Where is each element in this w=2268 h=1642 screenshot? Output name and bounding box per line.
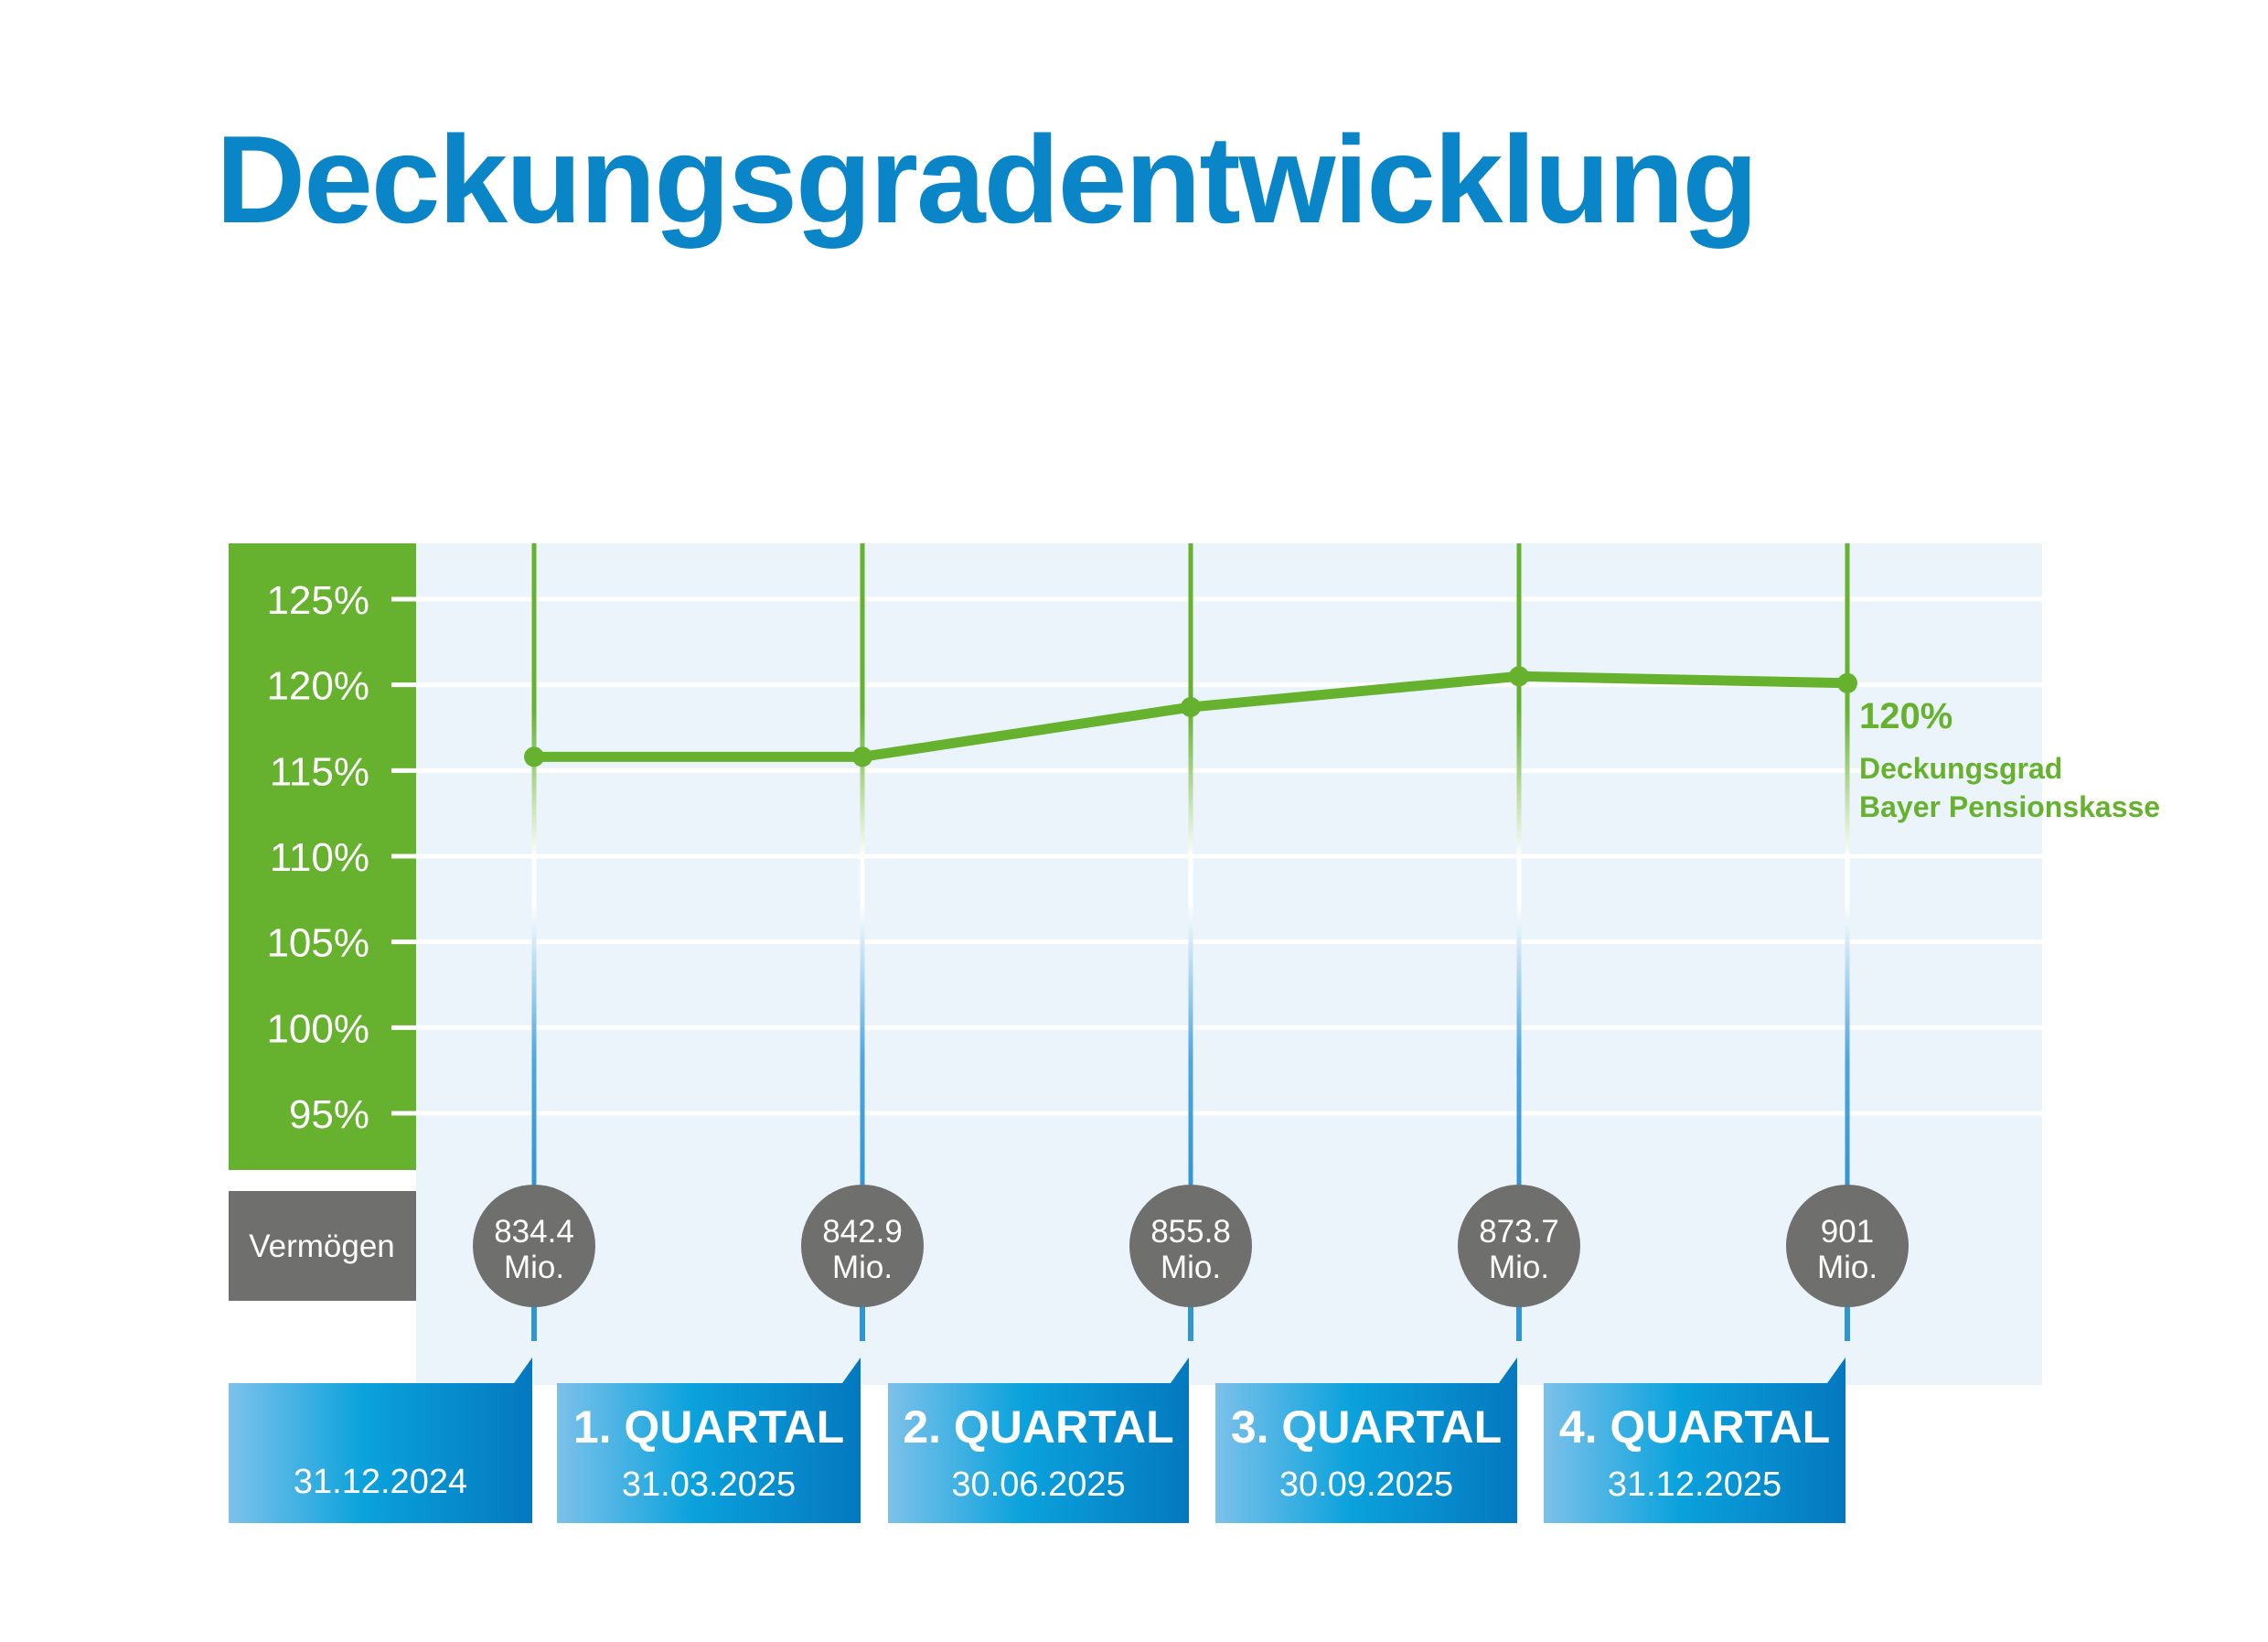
y-tick-label: 115% <box>270 749 369 794</box>
y-tick-label: 110% <box>270 835 369 880</box>
bubble-unit: Mio. <box>1161 1250 1221 1285</box>
period-box-shape <box>1215 1358 1517 1523</box>
bubble-value: 855.8 <box>1150 1214 1231 1250</box>
y-axis-panel <box>229 543 416 1170</box>
period-box-shape <box>1544 1358 1845 1523</box>
chart-title: Deckungsgradentwicklung <box>216 110 1759 249</box>
data-point <box>1837 672 1857 693</box>
bubble-unit: Mio. <box>1817 1250 1878 1285</box>
y-tick-label: 100% <box>266 1006 369 1051</box>
bubble-unit: Mio. <box>504 1250 564 1285</box>
period-vline <box>531 543 537 1187</box>
period-date: 31.12.2024 <box>294 1463 467 1501</box>
period-tick <box>1845 1297 1850 1341</box>
period-date: 30.06.2025 <box>951 1465 1125 1504</box>
y-tick-label: 105% <box>266 921 369 966</box>
bubble-circle <box>473 1185 595 1307</box>
vermoegen-label: Vermögen <box>249 1229 395 1264</box>
period-box-shape <box>888 1358 1189 1523</box>
data-point <box>524 746 544 767</box>
y-tick-label: 125% <box>266 578 369 623</box>
vermoegen-label-box <box>229 1191 416 1301</box>
period-date: 31.12.2025 <box>1608 1465 1781 1504</box>
period-date: 31.03.2025 <box>622 1465 796 1504</box>
bubble-value: 873.7 <box>1479 1214 1559 1250</box>
period-label: 3. QUARTAL <box>1231 1401 1502 1453</box>
bubble-circle <box>1786 1185 1909 1307</box>
period-vline <box>1516 543 1522 1187</box>
bubble-circle <box>801 1185 924 1307</box>
period-tick <box>1188 1297 1193 1341</box>
bubble-value: 834.4 <box>494 1214 574 1250</box>
bubble-unit: Mio. <box>1489 1250 1549 1285</box>
period-vline <box>1845 543 1850 1187</box>
period-vline <box>1188 543 1193 1187</box>
period-label: 4. QUARTAL <box>1559 1401 1830 1453</box>
period-box: 2. QUARTAL 30.06.2025 <box>888 1358 1189 1523</box>
period-tick <box>531 1297 537 1341</box>
period-box: 4. QUARTAL 31.12.2025 <box>1544 1358 1845 1523</box>
period-box-shape <box>557 1358 861 1523</box>
bubble-value: 901 <box>1821 1214 1874 1250</box>
period-box: 1. QUARTAL 31.03.2025 <box>557 1358 861 1523</box>
period-tick <box>860 1297 865 1341</box>
period-label: 2. QUARTAL <box>903 1401 1173 1453</box>
y-tick-label: 120% <box>266 664 369 709</box>
period-box: 3. QUARTAL 30.09.2025 <box>1215 1358 1517 1523</box>
annotation-label-line2: Bayer Pensionskasse <box>1859 790 2160 823</box>
period-vline <box>860 543 865 1187</box>
data-point <box>1181 697 1201 718</box>
data-point <box>1509 666 1529 687</box>
bubble-unit: Mio. <box>832 1250 893 1285</box>
period-box-shape <box>229 1358 532 1523</box>
period-box: 31.12.2024 <box>229 1358 532 1523</box>
data-point <box>852 746 872 767</box>
period-date: 30.09.2025 <box>1279 1465 1453 1504</box>
period-tick <box>1516 1297 1522 1341</box>
annotation-value: 120% <box>1859 696 1952 736</box>
bubble-value: 842.9 <box>822 1214 903 1250</box>
bubble-circle <box>1458 1185 1580 1307</box>
bubble-circle <box>1129 1185 1252 1307</box>
annotation-label-line1: Deckungsgrad <box>1859 752 2062 785</box>
period-label: 1. QUARTAL <box>573 1401 844 1453</box>
y-tick-label: 95% <box>289 1092 369 1137</box>
